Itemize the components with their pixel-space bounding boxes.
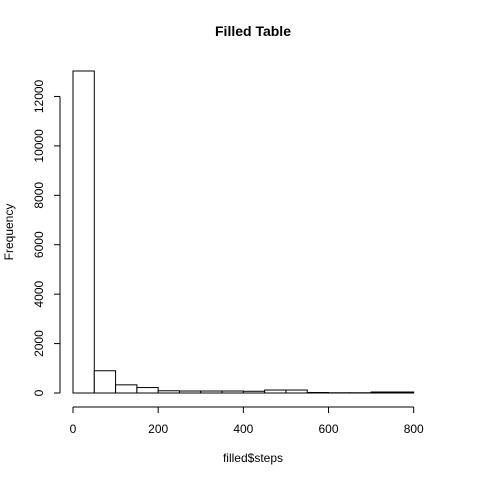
y-tick-label: 8000 [32,182,46,209]
histogram-bar [157,390,180,394]
histogram-bar [221,390,244,394]
y-tick-label: 4000 [32,280,46,307]
x-tick-label: 800 [404,422,424,436]
y-axis-label: Frequency [2,204,16,261]
histogram-bar [370,391,393,394]
histogram-bar [242,390,266,394]
y-tick-label: 6000 [32,231,46,258]
histogram-bar [200,390,223,394]
y-tick-label: 10000 [32,129,46,163]
histogram-bar [93,370,117,394]
x-tick-label: 200 [148,422,168,436]
histogram-bar [285,389,308,394]
histogram-bars [72,70,415,394]
y-tick-label: 0 [32,389,46,396]
y-tick-label: 12000 [32,79,46,113]
chart-title: Filled Table [215,23,291,39]
x-tick-label: 600 [319,422,339,436]
histogram-bar [264,389,287,394]
x-tick-label: 400 [233,422,253,436]
histogram-bar [178,390,202,394]
x-axis: 0 200 400 600 800 [70,406,424,436]
x-axis-label: filled$steps [223,451,283,465]
histogram-bar [115,384,138,394]
y-axis: 0 2000 4000 6000 8000 10000 12000 [32,79,61,396]
histogram-bar [391,391,415,394]
y-tick-label: 2000 [32,330,46,357]
histogram-bar [136,387,159,394]
x-tick-label: 0 [70,422,77,436]
histogram-bar [72,70,95,394]
